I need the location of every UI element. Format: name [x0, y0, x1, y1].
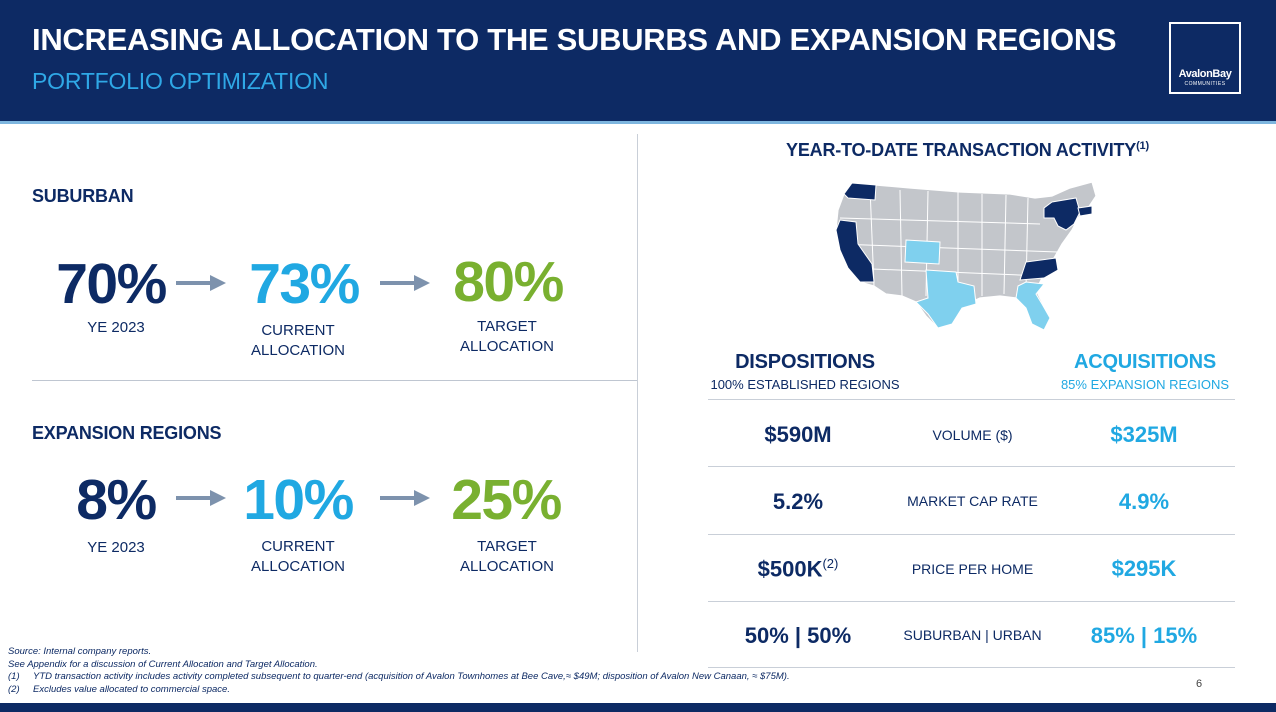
page-subtitle: PORTFOLIO OPTIMIZATION — [32, 68, 329, 94]
disposition-price-per-home: $500K(2) — [708, 556, 888, 582]
suburban-current-label-line1: CURRENT — [261, 322, 335, 339]
us-map-icon — [835, 181, 1097, 331]
footnote-1: (1) YTD transaction activity includes act… — [8, 671, 790, 684]
section-divider — [32, 380, 637, 381]
arrow-right-icon — [176, 275, 226, 291]
transaction-activity-title: YEAR-TO-DATE TRANSACTION ACTIVITY(1) — [700, 140, 1235, 161]
price-footnote: (2) — [822, 556, 839, 571]
footnote-appendix: See Appendix for a discussion of Current… — [8, 658, 318, 670]
expansion-current-value: 10% — [243, 468, 354, 532]
expansion-target-label-line2: ALLOCATION — [460, 558, 554, 575]
expansion-target-label: TARGET ALLOCATION — [447, 537, 567, 577]
disposition-volume: $590M — [764, 422, 832, 447]
footnote-source: Source: Internal company reports. — [8, 646, 152, 657]
table-rule — [708, 601, 1235, 602]
expansion-current-label-line1: CURRENT — [261, 538, 335, 555]
header-accent-line — [0, 121, 1276, 124]
arrow-right-icon — [380, 490, 430, 506]
page-number: 6 — [1196, 678, 1203, 690]
metric-suburban-urban: SUBURBAN | URBAN — [903, 627, 1042, 643]
table-rule — [708, 466, 1235, 467]
disposition-cap-rate: 5.2% — [772, 489, 824, 514]
disposition-suburban-urban: 50% | 50% — [744, 623, 852, 648]
disposition-price-value: $500K — [757, 556, 823, 582]
footnote-1-number: (1) — [8, 671, 20, 682]
page-title: INCREASING ALLOCATION TO THE SUBURBS AND… — [32, 22, 1117, 57]
metric-volume: VOLUME ($) — [932, 427, 1013, 443]
expansion-target-value: 25% — [451, 468, 562, 532]
suburban-label: SUBURBAN — [32, 186, 134, 206]
logo-text: AvalonBay — [1178, 68, 1232, 80]
table-rule — [708, 534, 1235, 535]
suburban-ye-value: 70% — [56, 252, 167, 316]
suburban-target-label-line1: TARGET — [477, 318, 537, 335]
acquisition-cap-rate: 4.9% — [1118, 489, 1170, 514]
table-rule — [708, 399, 1235, 400]
acquisitions-heading: ACQUISITIONS — [1073, 351, 1217, 373]
header-banner: INCREASING ALLOCATION TO THE SUBURBS AND… — [0, 0, 1276, 121]
expansion-target-label-line1: TARGET — [477, 538, 537, 555]
suburban-ye-label: YE 2023 — [87, 319, 145, 336]
arrow-right-icon — [380, 275, 430, 291]
footnote-2-text: Excludes value allocated to commercial s… — [33, 683, 230, 695]
expansion-ye-value: 8% — [76, 468, 157, 532]
footnote-2-number: (2) — [8, 683, 20, 695]
acquisition-suburban-urban: 85% | 15% — [1090, 623, 1198, 648]
acquisitions-subheading: 85% EXPANSION REGIONS — [1060, 377, 1230, 392]
transaction-activity-title-text: YEAR-TO-DATE TRANSACTION ACTIVITY — [786, 140, 1137, 160]
footnote-2: (2) Excludes value allocated to commercia… — [8, 684, 790, 697]
suburban-target-label-line2: ALLOCATION — [460, 338, 554, 355]
expansion-current-label-line2: ALLOCATION — [251, 558, 345, 575]
suburban-target-value: 80% — [453, 250, 564, 314]
acquisition-volume: $325M — [1110, 422, 1178, 447]
expansion-ye-label: YE 2023 — [87, 539, 145, 556]
footnotes: Source: Internal company reports. See Ap… — [8, 646, 790, 696]
acquisition-price-per-home: $295K — [1111, 556, 1177, 581]
suburban-current-label: CURRENT ALLOCATION — [238, 321, 358, 361]
footnote-1-text: YTD transaction activity includes activi… — [33, 671, 790, 682]
suburban-target-label: TARGET ALLOCATION — [447, 317, 567, 357]
transaction-title-footnote: (1) — [1136, 140, 1149, 152]
logo-subtext: COMMUNITIES — [1184, 81, 1226, 87]
column-divider — [637, 134, 638, 652]
dispositions-subheading: 100% ESTABLISHED REGIONS — [710, 377, 900, 392]
suburban-current-value: 73% — [249, 252, 360, 316]
dispositions-heading: DISPOSITIONS — [735, 351, 875, 373]
arrow-right-icon — [176, 490, 226, 506]
avalonbay-logo: AvalonBay COMMUNITIES — [1169, 22, 1241, 94]
table-rule — [708, 667, 1235, 668]
expansion-current-label: CURRENT ALLOCATION — [238, 537, 358, 577]
expansion-label: EXPANSION REGIONS — [32, 423, 222, 443]
footer-bar — [0, 703, 1276, 712]
metric-price-per-home: PRICE PER HOME — [911, 561, 1034, 577]
suburban-current-label-line2: ALLOCATION — [251, 342, 345, 359]
metric-cap-rate: MARKET CAP RATE — [907, 493, 1038, 509]
